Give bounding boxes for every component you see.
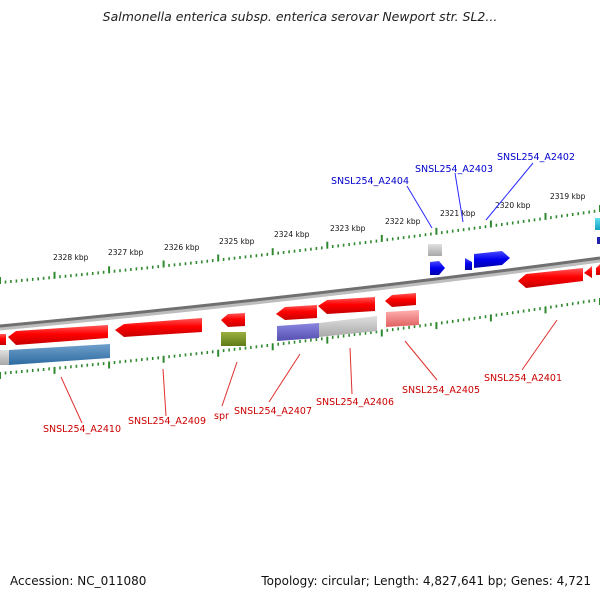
- upper-scale-track: [0, 205, 600, 284]
- reverse-block-pink[interactable]: [386, 310, 419, 327]
- forward-gene-blue-edge[interactable]: [597, 237, 600, 244]
- callout-line: [221, 361, 238, 407]
- callout-line: [60, 376, 83, 424]
- gene-label-A2404[interactable]: SNSL254_A2404: [331, 176, 409, 187]
- gene-label-A2406[interactable]: SNSL254_A2406: [316, 397, 394, 408]
- map-title: Salmonella enterica subsp. enterica sero…: [102, 9, 498, 24]
- reverse-gene-edge-right-2[interactable]: [596, 264, 600, 275]
- scale-label: 2328 kbp: [53, 253, 89, 262]
- scale-label: 2324 kbp: [274, 230, 310, 239]
- scale-label: 2322 kbp: [385, 217, 421, 226]
- genome-backbone: [0, 257, 600, 331]
- reverse-gene-A2406[interactable]: [318, 297, 375, 314]
- reverse-gene-A2405[interactable]: [385, 293, 416, 307]
- accession-text: Accession: NC_011080: [10, 574, 147, 588]
- callout-line: [454, 172, 464, 223]
- gene-label-A2402[interactable]: SNSL254_A2402: [497, 152, 575, 163]
- forward-gene-A2402[interactable]: [474, 251, 510, 268]
- forward-gene-A2403[interactable]: [465, 258, 472, 270]
- callout-line: [349, 347, 353, 395]
- gene-label-A2405[interactable]: SNSL254_A2405: [402, 385, 480, 396]
- reverse-gene-A2409[interactable]: [115, 318, 202, 337]
- forward-gene-A2404[interactable]: [430, 261, 445, 275]
- gene-label-A2407[interactable]: SNSL254_A2407: [234, 406, 312, 417]
- gene-label-A2401[interactable]: SNSL254_A2401: [484, 373, 562, 384]
- scale-label: 2326 kbp: [164, 243, 200, 252]
- gene-label-A2409[interactable]: SNSL254_A2409: [128, 416, 206, 427]
- scale-label: 2320 kbp: [495, 201, 531, 210]
- reverse-gene-A2407[interactable]: [276, 305, 317, 320]
- genome-summary-text: Topology: circular; Length: 4,827,641 bp…: [261, 574, 591, 588]
- reverse-gene-A2401[interactable]: [518, 268, 583, 288]
- gene-label-A2410[interactable]: SNSL254_A2410: [43, 424, 121, 435]
- reverse-gene-edge-right[interactable]: [584, 266, 592, 278]
- callout-line: [268, 353, 301, 403]
- reverse-gene-A2410[interactable]: [8, 325, 108, 345]
- scale-label: 2319 kbp: [550, 192, 586, 201]
- callout-line: [485, 162, 534, 221]
- scale-label: 2325 kbp: [219, 237, 255, 246]
- forward-gene-cyan[interactable]: [595, 218, 600, 230]
- scale-label: 2327 kbp: [108, 248, 144, 257]
- callout-line: [162, 368, 167, 417]
- genome-backbone-core: [0, 256, 600, 328]
- reverse-block-olive[interactable]: [221, 332, 246, 346]
- reverse-block-grey-2[interactable]: [319, 316, 377, 337]
- reverse-block-purple[interactable]: [277, 323, 319, 341]
- callout-line: [406, 185, 433, 229]
- reverse-block-steel[interactable]: [9, 344, 110, 365]
- callout-line: [521, 319, 558, 371]
- reverse-gene-edge[interactable]: [0, 334, 6, 345]
- scale-label: 2323 kbp: [330, 224, 366, 233]
- scale-label: 2321 kbp: [440, 209, 476, 218]
- forward-gene-grey[interactable]: [428, 244, 442, 256]
- gene-label-spr[interactable]: spr: [214, 411, 229, 422]
- lower-scale-track: [0, 298, 600, 379]
- reverse-gene-spr[interactable]: [221, 313, 245, 327]
- callout-line: [404, 340, 438, 381]
- reverse-block-grey[interactable]: [0, 350, 9, 365]
- gene-label-A2403[interactable]: SNSL254_A2403: [415, 164, 493, 175]
